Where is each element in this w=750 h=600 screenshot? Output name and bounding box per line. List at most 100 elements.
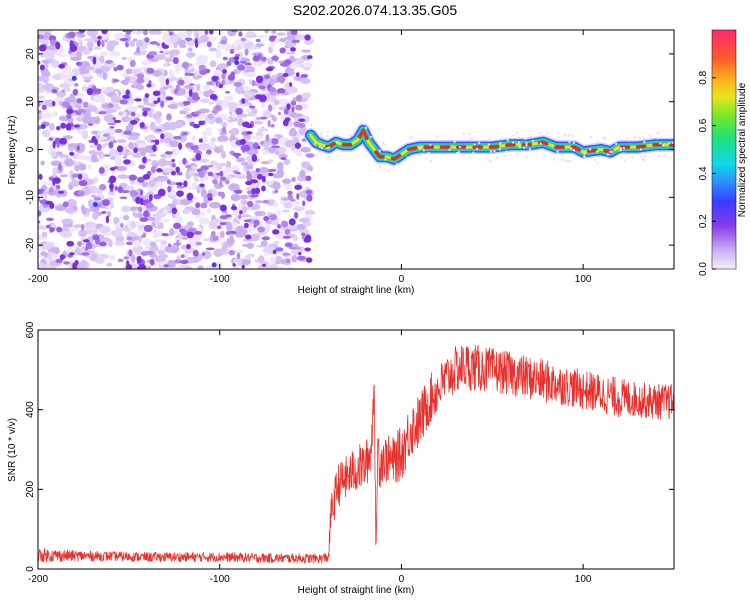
noise-speck [135,140,146,144]
noise-speck [233,261,239,269]
noise-speck [125,41,129,48]
noise-speck [74,259,79,266]
noise-speck [70,143,79,147]
noise-speck [271,55,279,61]
noise-speck [225,214,232,218]
noise-speck [108,149,119,158]
noise-speck [169,31,173,36]
ridge-speck [477,141,481,145]
noise-speck [164,151,173,155]
noise-speck [81,252,90,256]
noise-speck [74,165,80,172]
noise-speck [218,84,223,89]
noise-speck [257,226,266,233]
noise-speck [149,41,159,45]
noise-speck [150,179,156,186]
noise-speck [121,56,128,60]
ridge-speck [516,136,520,140]
noise-speck [224,95,234,102]
noise-speck [53,59,59,64]
noise-speck [233,189,243,194]
ridge-speck [411,135,414,139]
noise-speck [129,40,135,47]
noise-speck [218,162,227,167]
x-tick-label: 100 [575,274,592,285]
noise-speck [76,155,82,160]
noise-speck [277,224,281,229]
noise-speck [123,214,129,221]
ridge-speck [525,142,528,145]
noise-speck [142,238,153,247]
noise-speck [259,116,268,120]
ridge-speck [318,144,322,148]
noise-speck [186,243,191,250]
noise-speck [82,49,91,55]
noise-speck [56,53,68,57]
noise-speck [162,44,170,49]
noise-speck [96,188,103,195]
noise-speck [232,249,244,253]
ridge-speck [515,131,519,134]
noise-speck [83,239,90,243]
noise-speck [203,91,210,98]
snr-frame [37,329,675,570]
noise-speck [81,73,93,78]
noise-speck [211,230,216,237]
noise-speck [177,39,187,47]
ridge-speck [359,122,362,125]
noise-speck [51,222,56,229]
ridge-speck [462,154,466,157]
noise-speck [129,189,138,197]
noise-speck [176,185,185,189]
noise-speck [257,145,261,150]
noise-speck [124,30,133,33]
noise-speck [162,86,168,90]
noise-speck [101,199,110,206]
noise-speck [269,86,276,93]
noise-speck [276,161,284,171]
noise-speck [222,56,228,61]
ridge-speck [528,148,532,151]
snr-x-ticks: -200 -100 0 100 [28,330,592,585]
noise-speck [89,144,97,148]
noise-speck [214,104,222,112]
noise-speck [234,60,240,66]
noise-speck [38,111,43,121]
noise-speck [235,85,244,94]
noise-speck [262,260,270,269]
noise-speck [229,48,235,55]
y-tick-label: 200 [25,481,36,498]
noise-speck [175,166,180,173]
noise-speck [211,165,218,173]
ridge-peak [626,145,631,149]
noise-speck [142,173,151,180]
noise-speck [160,100,165,108]
ridge-peak [479,145,484,149]
noise-speck [214,261,223,269]
noise-speck [301,161,311,169]
noise-speck [206,208,211,215]
noise-speck [113,66,118,72]
noise-speck [279,229,286,236]
noise-speck [195,202,201,208]
ridge-speck [568,159,572,163]
noise-speck [141,60,152,66]
noise-speck [291,254,298,263]
noise-speck [262,199,269,204]
noise-speck [135,196,142,205]
noise-speck [219,204,227,212]
noise-speck [77,173,83,180]
noise-speck [246,253,256,258]
noise-speck [172,222,182,229]
ridge-speck [378,165,382,168]
noise-speck [294,142,302,149]
noise-speck [236,252,241,260]
ridge-speck [327,155,331,159]
noise-speck [180,198,191,206]
noise-speck [48,176,54,181]
noise-speck [304,34,311,41]
noise-speck [115,165,128,172]
ridge-speck [570,147,573,150]
noise-speck [227,74,236,81]
noise-speck [230,194,241,202]
